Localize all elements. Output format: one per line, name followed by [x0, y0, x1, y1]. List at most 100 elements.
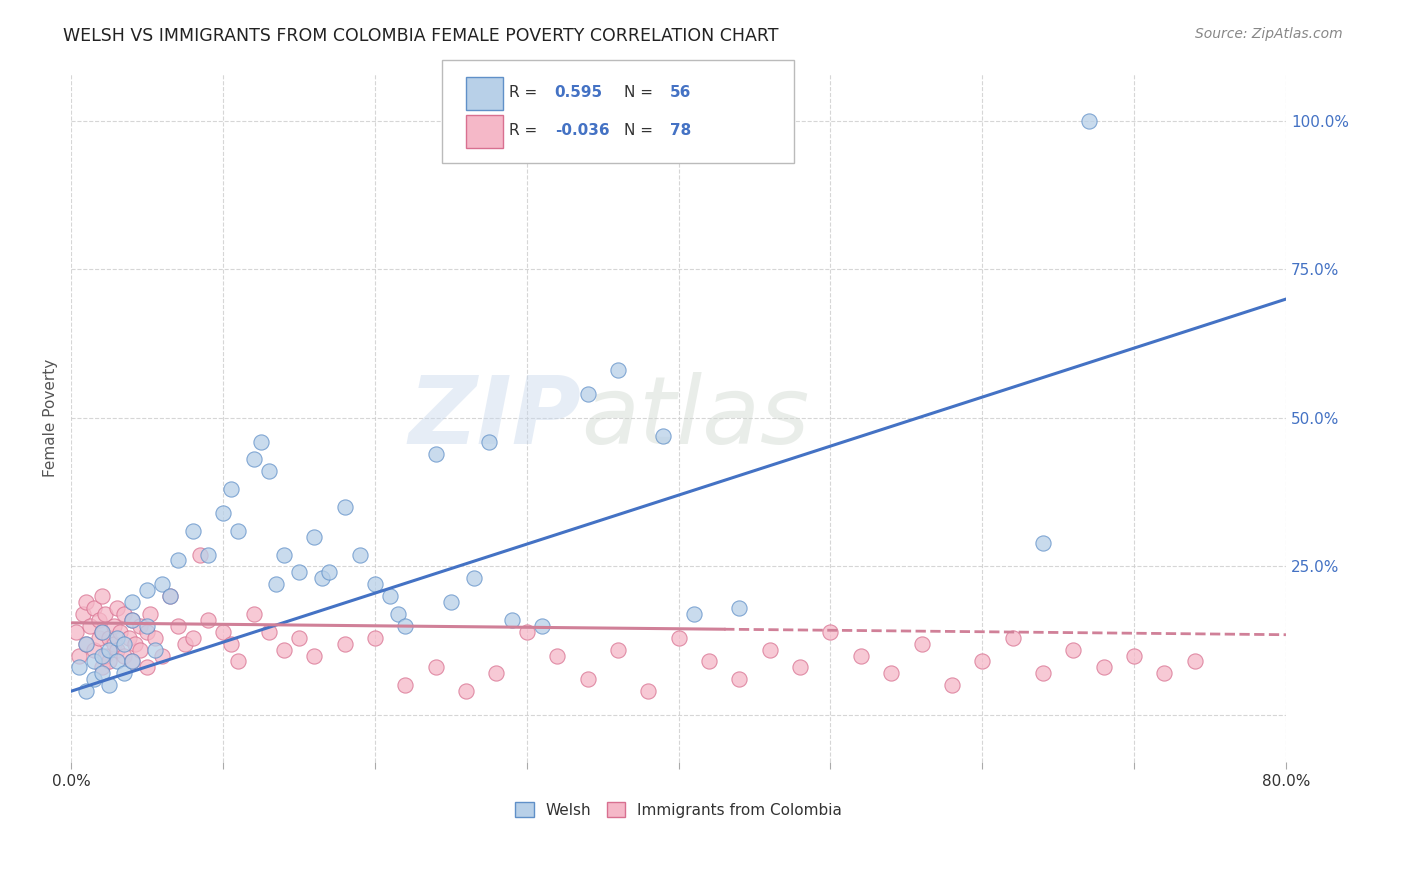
Point: [90, 589, 112, 603]
Point: [849, 648, 872, 663]
Point: [128, 619, 150, 633]
Point: [174, 637, 197, 651]
Point: [454, 684, 477, 698]
Point: [166, 553, 188, 567]
Text: Source: ZipAtlas.com: Source: ZipAtlas.com: [1195, 27, 1343, 41]
Point: [128, 642, 150, 657]
Point: [114, 648, 136, 663]
Point: [304, 648, 326, 663]
Point: [118, 631, 141, 645]
Point: [114, 637, 136, 651]
Point: [65, 624, 87, 639]
Point: [394, 619, 416, 633]
Point: [1184, 655, 1206, 669]
Point: [606, 642, 628, 657]
Point: [90, 666, 112, 681]
Point: [440, 595, 463, 609]
Point: [228, 524, 250, 538]
Point: [219, 637, 242, 651]
Text: 56: 56: [671, 85, 692, 100]
Point: [682, 607, 704, 621]
Point: [266, 577, 288, 591]
Point: [364, 631, 387, 645]
Point: [333, 637, 356, 651]
Point: [83, 642, 105, 657]
Point: [478, 434, 501, 449]
Point: [121, 613, 143, 627]
Point: [530, 619, 553, 633]
Point: [349, 548, 371, 562]
Point: [288, 631, 311, 645]
Point: [72, 607, 94, 621]
Point: [181, 524, 204, 538]
Point: [820, 624, 842, 639]
Point: [76, 684, 98, 698]
Point: [228, 655, 250, 669]
Text: R =: R =: [509, 85, 537, 100]
Point: [728, 601, 751, 615]
Point: [501, 613, 523, 627]
Point: [76, 637, 98, 651]
Point: [378, 589, 401, 603]
Point: [67, 648, 90, 663]
Point: [76, 637, 98, 651]
Text: atlas: atlas: [582, 372, 810, 463]
Point: [143, 631, 166, 645]
Point: [242, 452, 264, 467]
Point: [90, 648, 112, 663]
Point: [136, 660, 159, 674]
Point: [257, 624, 280, 639]
Point: [114, 666, 136, 681]
Point: [152, 577, 174, 591]
Point: [1032, 535, 1054, 549]
Point: [121, 655, 143, 669]
Point: [197, 548, 219, 562]
Point: [250, 434, 273, 449]
Point: [67, 660, 90, 674]
Point: [121, 613, 143, 627]
Point: [98, 655, 121, 669]
Point: [273, 642, 295, 657]
Text: ZIP: ZIP: [409, 372, 582, 464]
Point: [212, 506, 235, 520]
Y-axis label: Female Poverty: Female Poverty: [44, 359, 58, 477]
Point: [576, 387, 599, 401]
Point: [364, 577, 387, 591]
Point: [83, 601, 105, 615]
FancyBboxPatch shape: [441, 60, 794, 163]
Point: [139, 607, 162, 621]
Text: WELSH VS IMMIGRANTS FROM COLOMBIA FEMALE POVERTY CORRELATION CHART: WELSH VS IMMIGRANTS FROM COLOMBIA FEMALE…: [63, 27, 779, 45]
Point: [485, 666, 508, 681]
Point: [105, 601, 128, 615]
Point: [79, 619, 101, 633]
Point: [910, 637, 932, 651]
Point: [789, 660, 811, 674]
Point: [93, 648, 115, 663]
Point: [98, 631, 121, 645]
Point: [273, 548, 295, 562]
Point: [105, 631, 128, 645]
Point: [516, 624, 538, 639]
Text: 78: 78: [671, 123, 692, 138]
Point: [1062, 642, 1084, 657]
Point: [941, 678, 963, 692]
Point: [87, 613, 110, 627]
Point: [181, 631, 204, 645]
Text: -0.036: -0.036: [555, 123, 609, 138]
FancyBboxPatch shape: [465, 115, 502, 148]
Point: [136, 619, 159, 633]
Point: [304, 530, 326, 544]
Point: [333, 500, 356, 514]
Point: [83, 655, 105, 669]
Point: [105, 655, 128, 669]
Point: [114, 607, 136, 621]
Point: [219, 482, 242, 496]
Point: [190, 548, 212, 562]
Point: [318, 566, 340, 580]
Point: [606, 363, 628, 377]
Point: [143, 642, 166, 657]
Point: [87, 631, 110, 645]
Point: [103, 619, 125, 633]
Point: [425, 660, 447, 674]
Point: [311, 571, 333, 585]
